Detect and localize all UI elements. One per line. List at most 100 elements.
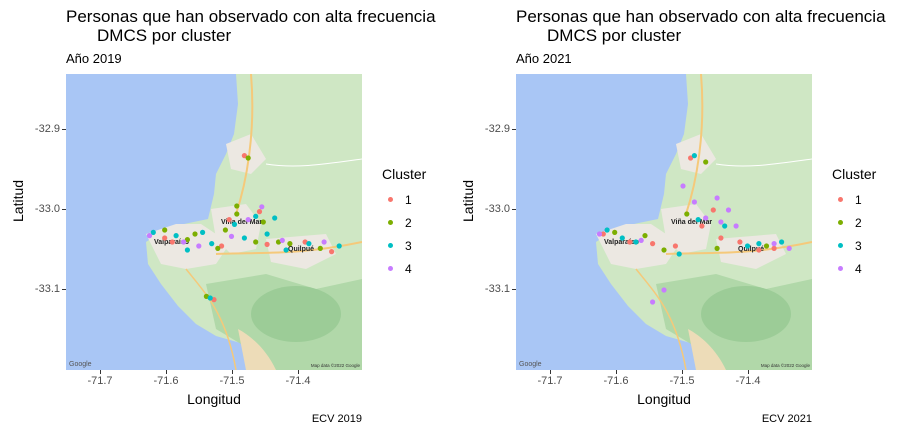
data-point-cluster-1 [650,241,656,247]
map-attribution: Map data ©2022 Google [761,362,811,368]
data-point-cluster-3 [209,241,215,247]
legend-label: 4 [405,261,412,276]
data-point-cluster-1 [169,239,175,245]
data-point-cluster-4 [321,239,327,245]
legend-swatch [838,243,843,248]
chart-title: Personas que han observado con alta frec… [516,7,886,45]
x-tick-mark [682,370,683,374]
legend-label: 1 [855,192,862,207]
highway [685,74,704,215]
y-tick-mark [512,289,516,290]
map-label-valparaiso: Valparaíso [604,239,639,246]
legend-label: 1 [405,192,412,207]
data-point-cluster-1 [710,207,716,213]
data-point-cluster-4 [718,219,724,225]
highway [635,268,687,370]
data-point-cluster-3 [253,213,259,219]
park-area [251,286,341,342]
data-point-cluster-3 [283,247,289,253]
urban-vina [661,204,711,254]
y-tick-mark [512,209,516,210]
data-point-cluster-4 [786,245,792,251]
data-point-cluster-4 [196,243,202,249]
data-point-cluster-3 [241,235,247,241]
data-point-cluster-4 [691,199,697,205]
data-point-cluster-2 [245,155,251,161]
chart-subtitle: Año 2019 [66,51,122,66]
legend-title: Cluster [382,166,427,182]
x-tick-label: -71.4 [285,375,311,387]
legend-item: 3 [832,234,876,257]
sand-area [688,329,726,370]
y-axis-label: Latitud [10,179,26,222]
title-line-1: Personas que han observado con alta frec… [66,7,436,26]
data-point-cluster-3 [756,241,762,247]
data-point-cluster-2 [661,247,667,253]
legend-label: 2 [405,215,412,230]
map-attribution: Map data ©2022 Google [311,362,361,368]
data-point-cluster-2 [234,211,240,217]
legend-swatch [388,197,393,202]
chart-subtitle: Año 2021 [516,51,572,66]
map-plot-area[interactable]: Valparaíso Viña del Mar Quilpué Map data ©2… [516,74,812,370]
legend-item: 1 [832,188,876,211]
data-point-cluster-1 [756,247,762,253]
legend-title: Cluster [832,166,877,182]
map-label-quilpue: Quilpué [738,246,764,253]
data-point-cluster-3 [691,153,697,159]
data-point-cluster-1 [600,231,606,237]
data-point-cluster-2 [684,211,690,217]
legend-label: 2 [855,215,862,230]
data-point-cluster-1 [219,243,225,249]
data-point-cluster-4 [146,233,153,239]
y-tick-label: -33.1 [34,283,60,295]
data-point-cluster-2 [287,241,293,247]
data-point-cluster-2 [222,227,228,233]
data-point-cluster-2 [234,203,240,209]
x-tick-mark [166,370,167,374]
data-point-cluster-1 [162,235,168,241]
data-point-cluster-1 [771,245,777,251]
y-axis-label: Latitud [460,179,476,222]
data-point-cluster-2 [703,159,709,165]
data-point-cluster-2 [192,231,198,237]
legend-item: 3 [382,234,426,257]
chart-caption: ECV 2019 [311,413,362,425]
x-tick-label: -71.5 [669,375,695,387]
x-tick-label: -71.5 [219,375,245,387]
data-point-cluster-1 [688,155,694,161]
data-point-cluster-1 [241,153,247,159]
map-panel-2019: Personas que han observado con alta frec… [10,7,436,425]
park-area [701,286,791,342]
x-tick-label: -71.4 [735,375,761,387]
data-point-cluster-4 [245,217,251,223]
y-tick-label: -33.0 [34,203,60,215]
data-point-cluster-2 [215,245,221,251]
legend-label: 3 [405,238,412,253]
highway [185,268,237,370]
y-tick-label: -32.9 [484,123,510,135]
data-point-cluster-1 [329,249,335,255]
y-tick-mark [62,289,66,290]
x-tick-label: -71.7 [87,375,113,387]
data-point-cluster-1 [718,235,724,241]
data-point-cluster-4 [703,215,709,221]
data-point-cluster-2 [184,237,190,243]
data-point-cluster-2 [260,219,266,225]
data-point-cluster-3 [207,295,213,301]
data-point-cluster-4 [228,233,235,239]
data-point-cluster-2 [317,245,323,251]
data-point-cluster-1 [226,217,232,223]
google-logo: Google [519,361,542,368]
map-label-vina: Viña del Mar [671,219,712,226]
legend-swatch [388,243,393,248]
legend-swatch [388,266,393,271]
data-point-cluster-3 [744,243,751,249]
title-line-2: DMCS por cluster [97,26,232,45]
legend-swatch [838,197,843,202]
legend-label: 3 [855,238,862,253]
data-point-cluster-1 [627,239,633,245]
data-point-cluster-4 [181,239,187,245]
data-point-cluster-1 [699,223,705,229]
